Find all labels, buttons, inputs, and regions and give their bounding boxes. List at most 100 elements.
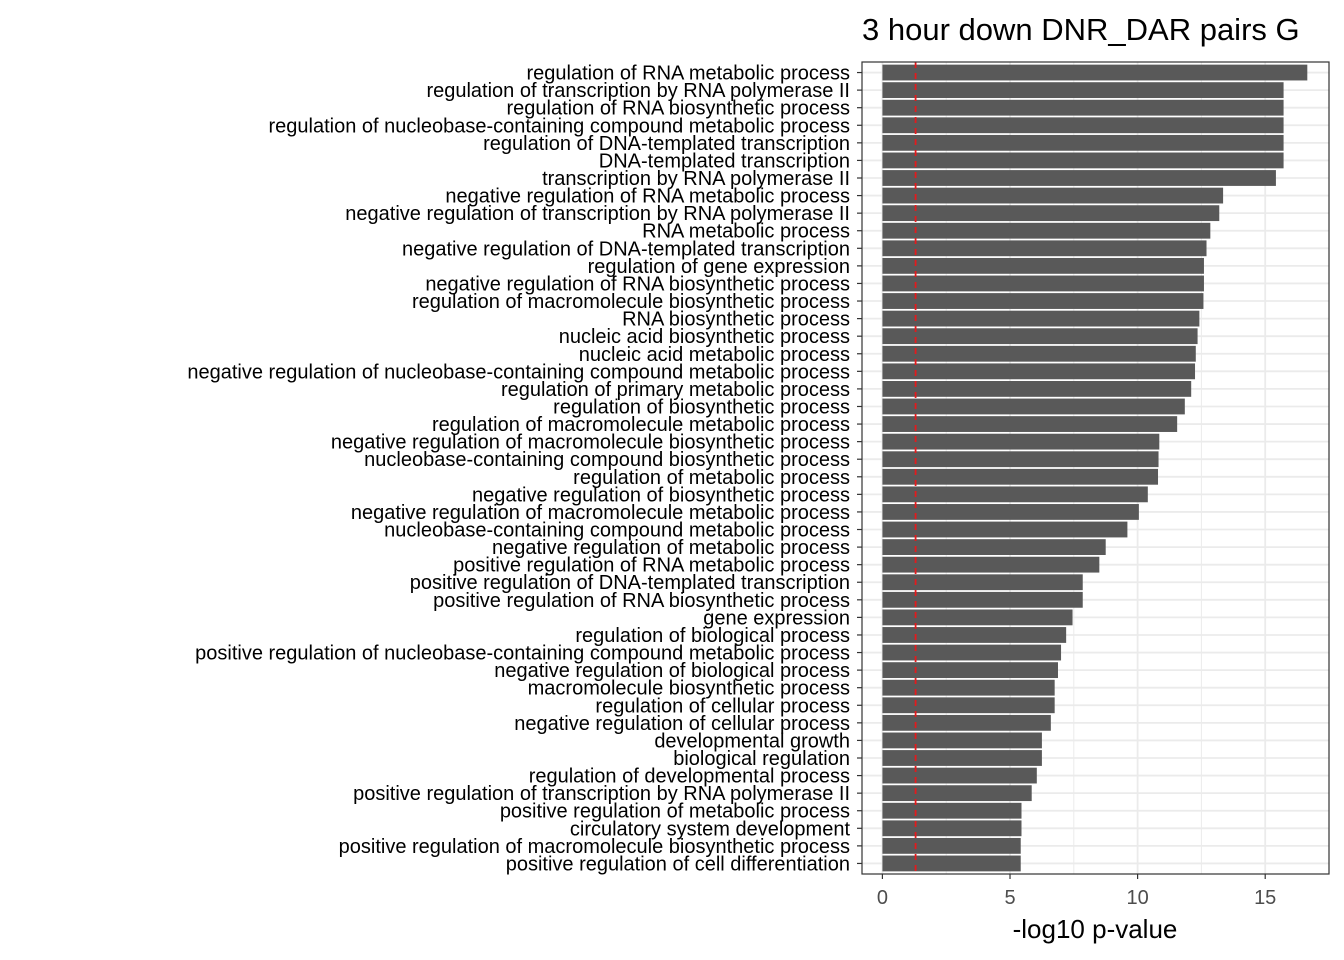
bar bbox=[882, 714, 1051, 731]
x-tick-label: 10 bbox=[1126, 887, 1148, 909]
bar bbox=[882, 627, 1067, 643]
category-label: macromolecule biosynthetic process bbox=[528, 678, 850, 700]
bar bbox=[882, 644, 1062, 661]
category-label: regulation of DNA-templated transcriptio… bbox=[483, 133, 850, 155]
category-label: regulation of biosynthetic process bbox=[553, 396, 850, 418]
bar bbox=[882, 275, 1204, 292]
category-label: negative regulation of cellular process bbox=[514, 713, 850, 735]
bar bbox=[882, 222, 1211, 239]
panel-border bbox=[861, 61, 1330, 875]
bar bbox=[882, 679, 1055, 696]
category-label: regulation of transcription by RNA polym… bbox=[426, 80, 850, 102]
category-label: circulatory system development bbox=[570, 818, 851, 840]
bar bbox=[882, 310, 1200, 327]
category-label: negative regulation of metabolic process bbox=[492, 537, 850, 559]
category-label: regulation of developmental process bbox=[529, 766, 850, 788]
bar bbox=[882, 205, 1220, 222]
category-label: regulation of RNA metabolic process bbox=[527, 63, 851, 85]
category-label: negative regulation of biological proces… bbox=[494, 660, 850, 682]
bar bbox=[882, 433, 1160, 450]
bar bbox=[882, 240, 1207, 257]
bar bbox=[882, 732, 1042, 749]
bar bbox=[882, 117, 1284, 134]
bar bbox=[882, 486, 1148, 503]
bar bbox=[882, 451, 1159, 468]
bar bbox=[882, 750, 1042, 766]
bar bbox=[882, 134, 1284, 151]
category-label: negative regulation of RNA metabolic pro… bbox=[445, 186, 850, 208]
bar bbox=[882, 591, 1083, 608]
category-label: positive regulation of metabolic process bbox=[500, 801, 850, 823]
chart-title: 3 hour down DNR_DAR pairs G bbox=[862, 12, 1300, 47]
category-label: regulation of macromolecule metabolic pr… bbox=[432, 414, 850, 436]
bar bbox=[882, 767, 1037, 784]
category-label: regulation of gene expression bbox=[588, 256, 850, 278]
x-axis-ticks: 0 5 10 15 bbox=[877, 874, 1276, 909]
bar bbox=[882, 556, 1100, 573]
bar bbox=[882, 820, 1022, 837]
category-label: regulation of primary metabolic process bbox=[501, 379, 850, 401]
x-tick-label: 5 bbox=[1004, 887, 1015, 909]
bar bbox=[882, 64, 1308, 81]
category-label: transcription by RNA polymerase II bbox=[542, 168, 850, 190]
category-label: RNA biosynthetic process bbox=[622, 309, 850, 331]
bar bbox=[882, 398, 1185, 415]
x-axis-title: -log10 p-value bbox=[1013, 914, 1178, 944]
bar bbox=[882, 82, 1284, 99]
category-label: negative regulation of nucleobase-contai… bbox=[187, 361, 850, 383]
category-label: nucleobase-containing compound metabolic… bbox=[384, 520, 850, 542]
category-label: positive regulation of macromolecule bio… bbox=[339, 836, 850, 858]
category-label: negative regulation of transcription by … bbox=[345, 203, 850, 225]
category-label: negative regulation of macromolecule met… bbox=[351, 502, 850, 524]
category-label: nucleic acid biosynthetic process bbox=[559, 326, 850, 348]
x-tick-label: 0 bbox=[877, 887, 888, 909]
bar bbox=[882, 187, 1224, 204]
category-labels: regulation of RNA metabolic processregul… bbox=[187, 63, 862, 875]
bar bbox=[882, 99, 1284, 116]
category-label: developmental growth bbox=[654, 730, 850, 752]
category-label: regulation of nucleobase-containing comp… bbox=[269, 115, 850, 137]
category-label: positive regulation of RNA metabolic pro… bbox=[453, 555, 850, 577]
bar bbox=[882, 363, 1196, 380]
bar bbox=[882, 574, 1083, 591]
category-label: DNA-templated transcription bbox=[599, 150, 850, 172]
category-label: regulation of RNA biosynthetic process bbox=[506, 98, 850, 120]
category-label: regulation of macromolecule biosynthetic… bbox=[412, 291, 850, 313]
bar bbox=[882, 381, 1192, 397]
bar bbox=[882, 152, 1284, 169]
bar bbox=[882, 170, 1276, 186]
bar bbox=[882, 521, 1128, 538]
category-label: regulation of biological process bbox=[575, 625, 850, 647]
bar bbox=[882, 328, 1198, 345]
category-label: biological regulation bbox=[673, 748, 850, 770]
category-label: regulation of cellular process bbox=[595, 695, 850, 717]
category-label: positive regulation of transcription by … bbox=[353, 783, 850, 805]
bar bbox=[882, 416, 1178, 432]
bar bbox=[882, 785, 1032, 802]
bar bbox=[882, 504, 1139, 520]
bar bbox=[882, 609, 1073, 626]
category-label: negative regulation of macromolecule bio… bbox=[331, 432, 850, 454]
bar bbox=[882, 539, 1106, 555]
bar bbox=[882, 468, 1159, 485]
category-label: RNA metabolic process bbox=[642, 221, 850, 243]
bar bbox=[882, 697, 1055, 714]
category-label: positive regulation of nucleobase-contai… bbox=[195, 643, 850, 665]
category-label: negative regulation of RNA biosynthetic … bbox=[425, 273, 850, 295]
bar bbox=[882, 662, 1058, 679]
x-tick-label: 15 bbox=[1254, 887, 1276, 909]
category-label: gene expression bbox=[703, 607, 850, 629]
bar bbox=[882, 802, 1022, 819]
category-label: regulation of metabolic process bbox=[573, 467, 850, 489]
bars bbox=[882, 64, 1308, 872]
category-label: negative regulation of biosynthetic proc… bbox=[472, 484, 850, 506]
bar bbox=[882, 345, 1196, 362]
category-label: nucleobase-containing compound biosynthe… bbox=[364, 449, 850, 471]
category-label: positive regulation of cell differentiat… bbox=[506, 853, 850, 875]
category-label: positive regulation of RNA biosynthetic … bbox=[433, 590, 850, 612]
bar bbox=[882, 855, 1021, 872]
bar bbox=[882, 293, 1204, 309]
category-label: negative regulation of DNA-templated tra… bbox=[402, 238, 850, 260]
category-label: nucleic acid metabolic process bbox=[579, 344, 850, 366]
